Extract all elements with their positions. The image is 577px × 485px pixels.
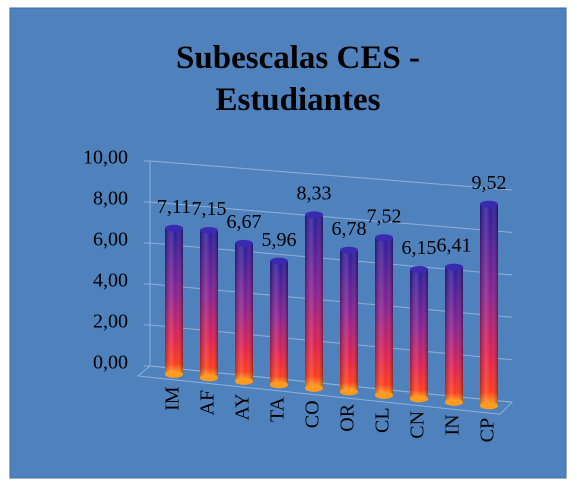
bar-cap bbox=[305, 211, 323, 219]
bar-bottom bbox=[200, 374, 218, 382]
bar-shade bbox=[165, 228, 183, 375]
bar-bottom bbox=[340, 388, 358, 396]
x-tick-label: CO bbox=[302, 400, 324, 428]
value-label: 9,52 bbox=[472, 172, 507, 194]
bar-cap bbox=[340, 246, 358, 254]
value-label: 7,11 bbox=[157, 196, 191, 218]
grid-line bbox=[149, 201, 513, 233]
y-tick-label: 4,00 bbox=[93, 270, 128, 292]
y-tick-label: 8,00 bbox=[93, 188, 128, 210]
x-tick-label: OR bbox=[337, 403, 359, 431]
bar-shade bbox=[340, 250, 358, 392]
y-tick-label: 0,00 bbox=[93, 352, 128, 374]
bar-shade bbox=[200, 230, 218, 378]
bar-cap bbox=[375, 234, 393, 242]
chart-title: Subescalas CES -Estudiantes bbox=[176, 40, 420, 118]
value-label: 6,15 bbox=[402, 237, 437, 259]
value-label: 6,78 bbox=[332, 218, 367, 240]
bar-shade bbox=[305, 214, 323, 389]
x-tick-label: AF bbox=[197, 390, 219, 416]
bar-bottom bbox=[270, 381, 288, 389]
x-tick-label: AY bbox=[232, 393, 254, 420]
bar-bottom bbox=[480, 402, 498, 410]
value-label: 5,96 bbox=[262, 229, 297, 251]
bar-bottom bbox=[305, 384, 323, 392]
y-tick-label: 2,00 bbox=[93, 311, 128, 333]
bar-shade bbox=[375, 237, 393, 396]
value-label: 6,67 bbox=[227, 211, 262, 233]
bar-bottom bbox=[235, 377, 253, 385]
x-tick-label: IN bbox=[442, 414, 464, 435]
x-tick-label: CP bbox=[477, 418, 499, 442]
y-tick-label: 10,00 bbox=[83, 147, 128, 169]
bar-cap bbox=[165, 224, 183, 232]
value-label: 7,52 bbox=[367, 205, 402, 227]
bar-cap bbox=[270, 257, 288, 265]
bar-cap bbox=[200, 226, 218, 234]
grid-line bbox=[149, 160, 513, 191]
chart-background bbox=[9, 7, 567, 479]
bar-bottom bbox=[165, 370, 183, 378]
bar-cap bbox=[410, 266, 428, 274]
x-tick-label: CL bbox=[372, 407, 394, 433]
value-label: 7,15 bbox=[192, 198, 227, 220]
bar-bottom bbox=[445, 398, 463, 406]
value-label: 8,33 bbox=[297, 182, 332, 204]
bar-shade bbox=[480, 204, 498, 406]
bar-bottom bbox=[410, 395, 428, 403]
bar-cap bbox=[480, 200, 498, 208]
bar-shade bbox=[270, 261, 288, 385]
bar-cap bbox=[235, 239, 253, 247]
bar-cap bbox=[445, 263, 463, 271]
bar-shade bbox=[445, 267, 463, 403]
bar-bottom bbox=[375, 391, 393, 399]
bar-shade bbox=[235, 243, 253, 382]
y-tick-label: 6,00 bbox=[93, 229, 128, 251]
x-tick-label: CN bbox=[407, 411, 429, 439]
x-tick-label: IM bbox=[162, 386, 184, 411]
value-label: 6,41 bbox=[437, 235, 472, 257]
x-tick-label: TA bbox=[267, 396, 289, 422]
bar-shade bbox=[410, 269, 428, 399]
